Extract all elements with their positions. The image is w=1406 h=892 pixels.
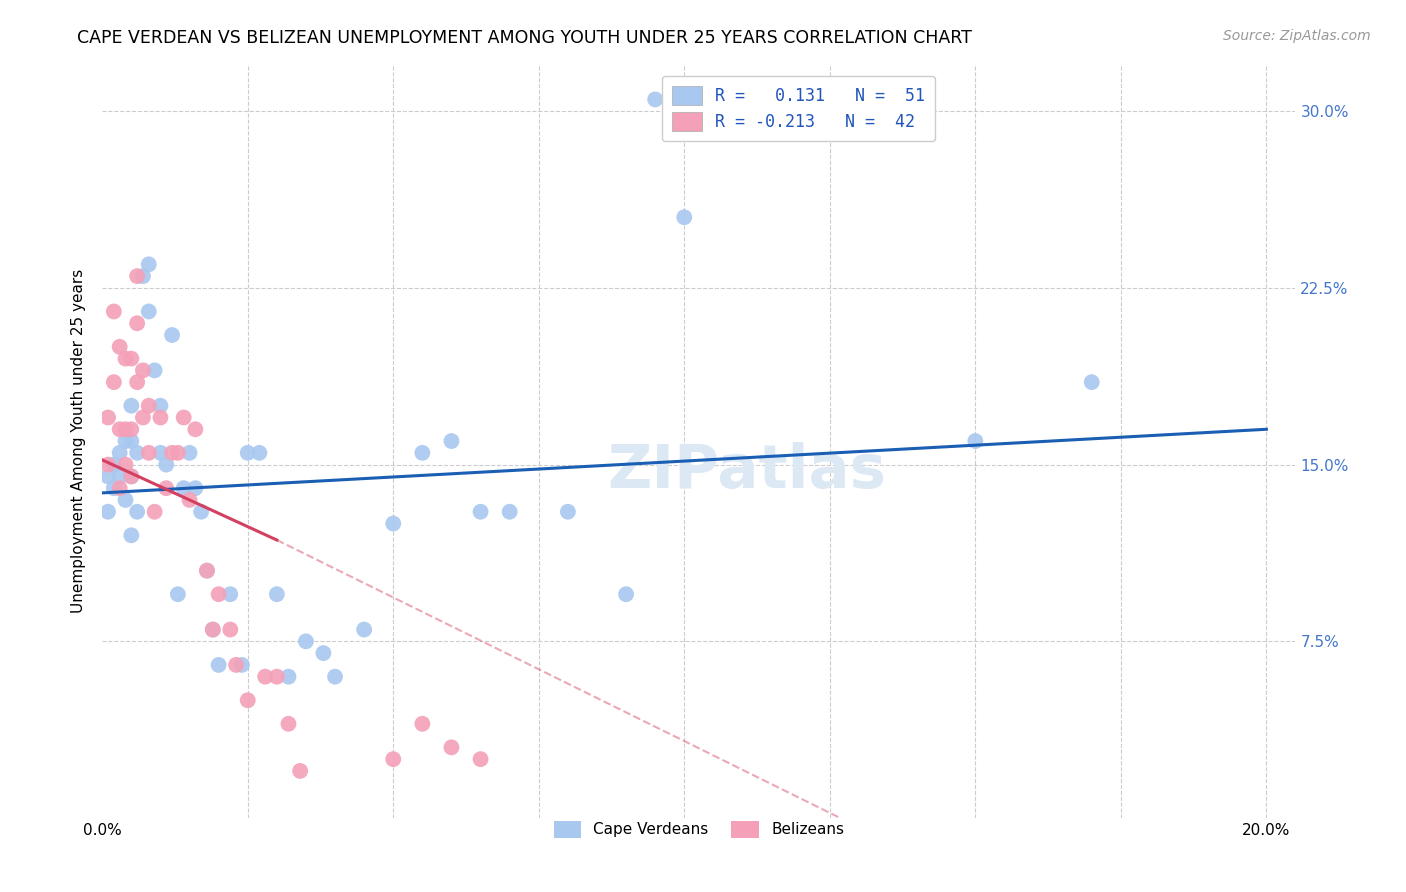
Point (120, 399, 142, 413)
Point (149, 446, 172, 460)
Point (173, 481, 195, 495)
Point (173, 410, 195, 425)
Point (247, 446, 270, 460)
Point (127, 316, 149, 330)
Point (277, 716, 299, 731)
Point (195, 564, 218, 578)
Point (103, 458, 125, 472)
Point (498, 505, 520, 519)
Point (266, 587, 288, 601)
Point (108, 469, 131, 483)
Point (160, 446, 183, 460)
Point (184, 481, 207, 495)
Point (138, 257, 160, 271)
Point (120, 469, 142, 483)
Point (97, 410, 120, 425)
Point (149, 399, 172, 413)
Legend: Cape Verdeans, Belizeans: Cape Verdeans, Belizeans (547, 814, 851, 845)
Point (127, 375, 149, 389)
Point (108, 340, 131, 354)
Point (288, 764, 311, 778)
Point (114, 351, 136, 366)
Point (673, 211, 696, 225)
Point (143, 505, 166, 519)
Point (236, 693, 259, 707)
Point (1080, 375, 1102, 389)
Point (108, 422, 131, 436)
Point (120, 422, 142, 436)
Point (277, 670, 299, 684)
Point (219, 587, 242, 601)
Point (120, 351, 142, 366)
Point (108, 446, 131, 460)
Point (184, 422, 207, 436)
Point (382, 516, 405, 531)
Point (312, 646, 335, 660)
Point (127, 505, 149, 519)
Point (201, 623, 224, 637)
Point (149, 410, 172, 425)
Point (138, 399, 160, 413)
Point (97, 505, 120, 519)
Point (411, 716, 433, 731)
Point (120, 469, 142, 483)
Point (108, 481, 131, 495)
Point (138, 446, 160, 460)
Point (190, 505, 212, 519)
Point (382, 752, 405, 766)
Point (143, 363, 166, 377)
Point (353, 623, 375, 637)
Point (103, 304, 125, 318)
Point (114, 422, 136, 436)
Point (179, 492, 201, 507)
Point (155, 481, 177, 495)
Point (440, 434, 463, 448)
Point (120, 528, 142, 542)
Point (138, 304, 160, 318)
Point (207, 587, 229, 601)
Point (132, 269, 155, 284)
Point (103, 481, 125, 495)
Point (557, 505, 579, 519)
Point (132, 363, 155, 377)
Point (323, 670, 346, 684)
Point (195, 564, 218, 578)
Point (295, 634, 318, 648)
Point (167, 587, 190, 601)
Point (470, 752, 492, 766)
Point (114, 492, 136, 507)
Point (160, 328, 183, 343)
Text: CAPE VERDEAN VS BELIZEAN UNEMPLOYMENT AMONG YOUTH UNDER 25 YEARS CORRELATION CHA: CAPE VERDEAN VS BELIZEAN UNEMPLOYMENT AM… (77, 29, 972, 46)
Point (207, 657, 229, 672)
Point (440, 740, 463, 755)
Point (114, 434, 136, 448)
Point (120, 434, 142, 448)
Point (127, 446, 149, 460)
Point (470, 505, 492, 519)
Point (254, 670, 277, 684)
Point (179, 446, 201, 460)
Point (225, 657, 247, 672)
Point (266, 670, 288, 684)
Point (127, 269, 149, 284)
Point (219, 623, 242, 637)
Point (614, 587, 637, 601)
Text: ZIPatlas: ZIPatlas (607, 442, 886, 500)
Text: Source: ZipAtlas.com: Source: ZipAtlas.com (1223, 29, 1371, 43)
Point (114, 458, 136, 472)
Point (97, 469, 120, 483)
Point (644, 92, 666, 106)
Point (155, 458, 177, 472)
Point (167, 446, 190, 460)
Point (965, 434, 987, 448)
Point (132, 410, 155, 425)
Point (97, 458, 120, 472)
Point (236, 446, 259, 460)
Point (201, 623, 224, 637)
Point (411, 446, 433, 460)
Point (103, 375, 125, 389)
Y-axis label: Unemployment Among Youth under 25 years: Unemployment Among Youth under 25 years (72, 268, 86, 613)
Point (231, 657, 253, 672)
